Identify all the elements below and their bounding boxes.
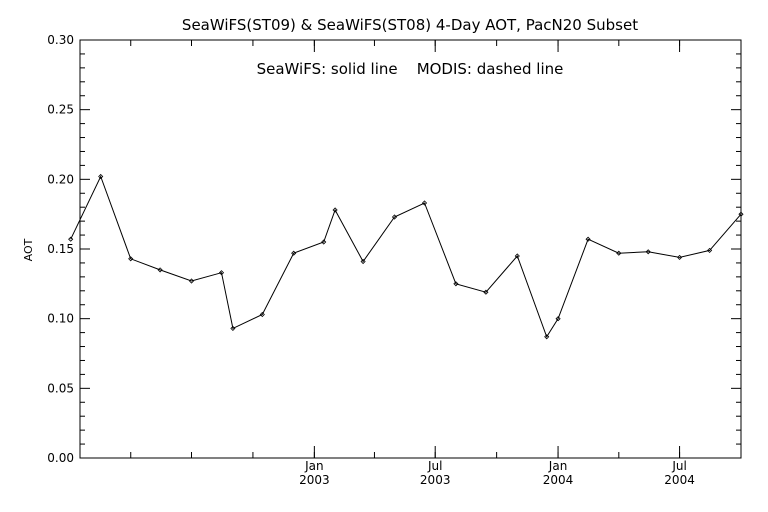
data-point	[738, 211, 744, 217]
chart-subtitle: SeaWiFS: solid line MODIS: dashed line	[257, 60, 564, 78]
data-point	[321, 239, 327, 245]
x-tick-month-label: Jan	[304, 459, 324, 473]
x-tick-month-label: Jul	[671, 459, 686, 473]
data-point	[230, 325, 236, 331]
y-tick-label: 0.15	[47, 242, 74, 256]
series-line	[70, 175, 742, 338]
data-point	[616, 250, 622, 256]
data-point	[188, 278, 195, 284]
y-tick-label: 0.10	[47, 312, 74, 326]
data-point	[332, 207, 338, 213]
data-point	[391, 214, 398, 220]
y-tick-label: 0.00	[47, 451, 74, 465]
y-tick-label: 0.20	[47, 172, 74, 186]
x-tick-year-label: 2003	[299, 473, 330, 487]
data-point	[453, 281, 459, 287]
x-tick-year-label: 2003	[420, 473, 451, 487]
data-point	[585, 236, 591, 242]
x-tick-month-label: Jul	[427, 459, 442, 473]
chart-title: SeaWiFS(ST09) & SeaWiFS(ST08) 4-Day AOT,…	[182, 16, 638, 34]
data-point	[157, 267, 163, 273]
data-point	[514, 253, 520, 259]
data-point	[555, 316, 561, 322]
data-point	[645, 249, 651, 255]
y-axis-ticks: 0.00 0.05 0.10 0.15 0.20 0.25 0.30	[47, 33, 741, 465]
data-point	[707, 247, 713, 253]
y-tick-label: 0.25	[47, 103, 74, 117]
data-point	[218, 270, 225, 276]
y-axis-label: AOT	[22, 238, 35, 261]
data-point	[291, 250, 297, 256]
series-layer	[68, 173, 744, 340]
data-point	[677, 254, 683, 260]
data-point	[68, 236, 74, 242]
y-tick-label: 0.05	[47, 381, 74, 395]
data-point	[360, 258, 366, 265]
data-point	[483, 289, 489, 295]
y-tick-label: 0.30	[47, 33, 74, 47]
data-point	[128, 256, 134, 262]
x-tick-month-label: Jan	[548, 459, 568, 473]
data-point	[544, 334, 550, 340]
data-point	[98, 173, 104, 180]
data-point	[421, 200, 428, 206]
x-tick-year-label: 2004	[543, 473, 574, 487]
data-point	[259, 311, 265, 318]
x-tick-year-label: 2004	[664, 473, 695, 487]
